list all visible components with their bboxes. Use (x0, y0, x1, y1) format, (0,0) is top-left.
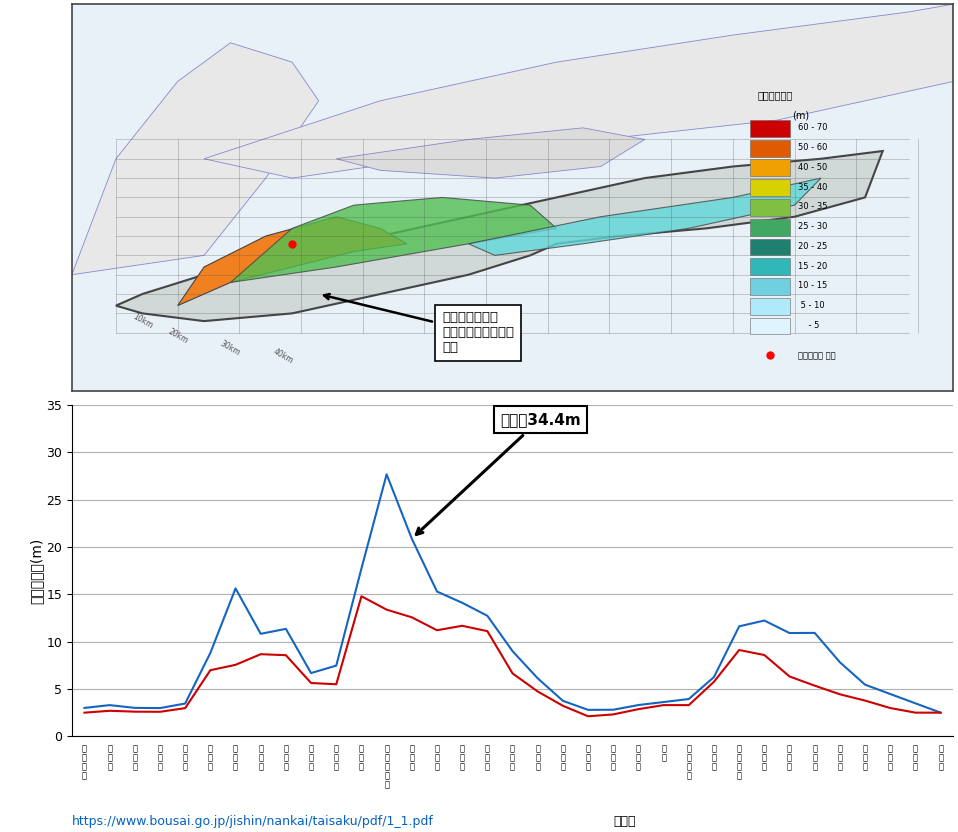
Polygon shape (336, 128, 645, 178)
Polygon shape (468, 178, 821, 255)
Text: 10km: 10km (131, 312, 154, 330)
Text: 20km: 20km (166, 327, 189, 346)
Y-axis label: 津波の高さ(m): 津波の高さ(m) (30, 537, 43, 604)
Text: 40km: 40km (272, 347, 295, 365)
Polygon shape (116, 151, 882, 321)
Text: 四国沖に断層が
大きくずれる範囲を
設定: 四国沖に断層が 大きくずれる範囲を 設定 (324, 294, 514, 354)
Polygon shape (204, 4, 953, 178)
Text: 黒潮町34.4m: 黒潮町34.4m (417, 412, 581, 534)
Polygon shape (231, 197, 557, 282)
Polygon shape (72, 42, 319, 275)
Text: https://www.bousai.go.jp/jishin/nankai/taisaku/pdf/1_1.pdf: https://www.bousai.go.jp/jishin/nankai/t… (72, 815, 434, 828)
Text: に加筆: に加筆 (613, 815, 635, 828)
Polygon shape (177, 217, 407, 305)
Text: 30km: 30km (218, 339, 242, 358)
